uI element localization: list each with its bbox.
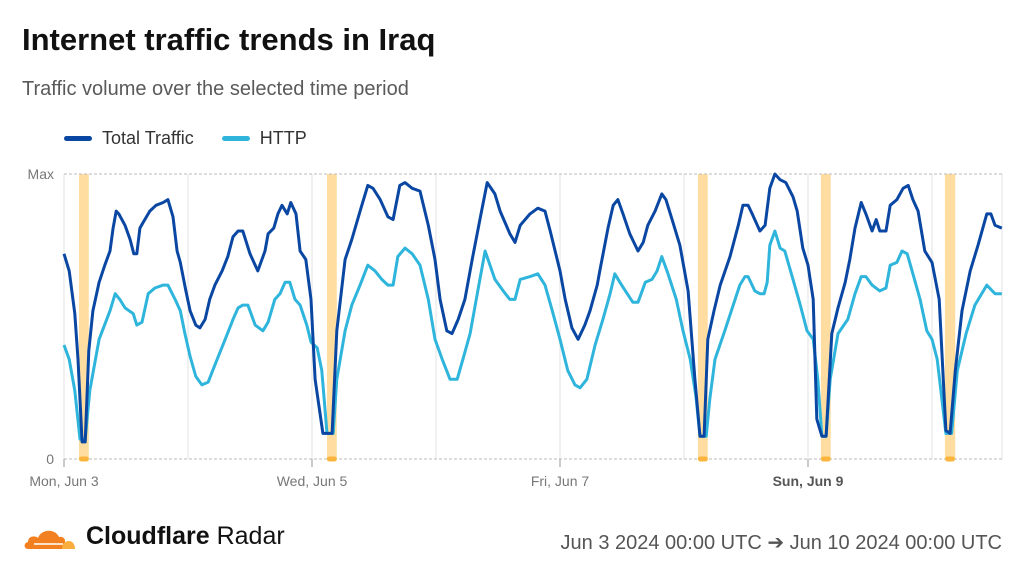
legend-label: HTTP — [259, 128, 307, 148]
x-tick-label: Fri, Jun 7 — [531, 473, 590, 489]
x-tick-label: Sun, Jun 9 — [773, 473, 844, 489]
legend-swatch — [221, 136, 250, 141]
outage-marker — [78, 456, 89, 462]
date-range: Jun 3 2024 00:00 UTC ➔ Jun 10 2024 00:00… — [560, 532, 1002, 554]
legend-swatch — [64, 136, 92, 141]
outage-marker — [945, 456, 956, 462]
y-tick-label: 0 — [46, 451, 54, 467]
outage-highlight-band — [326, 174, 337, 459]
series-line-total-traffic — [62, 172, 1003, 444]
legend-label: Total Traffic — [102, 128, 194, 148]
outage-highlight-band — [697, 174, 708, 459]
outage-marker — [326, 456, 337, 462]
outage-marker — [697, 456, 708, 462]
series-line-http — [62, 229, 1002, 441]
page-subtitle: Traffic volume over the selected time pe… — [22, 78, 409, 100]
cloudflare-radar-logo: Cloudflare Radar — [22, 522, 285, 551]
outage-highlight-band — [78, 174, 89, 459]
outage-marker — [820, 456, 831, 462]
chart-legend: Total Traffic HTTP — [64, 128, 307, 149]
brand-product: Radar — [216, 522, 285, 550]
page-title: Internet traffic trends in Iraq — [22, 22, 436, 57]
cloudflare-cloud-icon — [24, 530, 75, 549]
x-tick-label: Wed, Jun 5 — [277, 473, 348, 489]
x-tick-label: Mon, Jun 3 — [29, 473, 98, 489]
brand-name: Cloudflare — [86, 522, 210, 550]
outage-highlight-band — [820, 174, 831, 459]
y-tick-label: Max — [28, 166, 54, 182]
legend-item-http[interactable]: HTTP — [221, 128, 307, 149]
legend-item-total-traffic[interactable]: Total Traffic — [64, 128, 194, 149]
outage-highlight-band — [944, 174, 956, 459]
